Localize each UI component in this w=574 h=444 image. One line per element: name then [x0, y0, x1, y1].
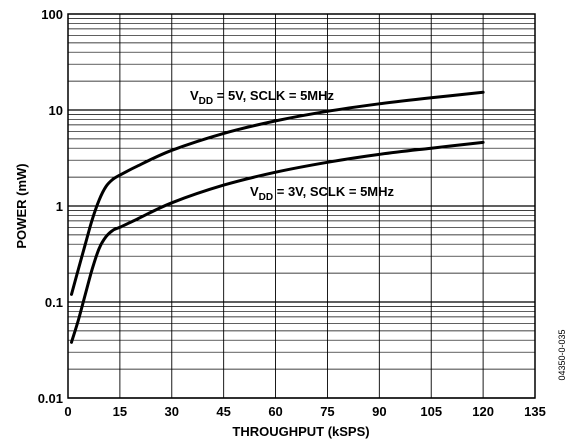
series-label-3v: VDD = 3V, SCLK = 5MHz: [250, 184, 395, 203]
x-tick-label: 105: [420, 404, 442, 419]
series-label-5v: VDD = 5V, SCLK = 5MHz: [190, 88, 335, 107]
y-tick-label: 0.01: [38, 391, 63, 406]
series-lines: [70, 90, 485, 344]
x-tick-label: 120: [472, 404, 494, 419]
x-tick-label: 60: [268, 404, 282, 419]
y-tick-label: 0.1: [45, 295, 63, 310]
y-tick-label: 10: [49, 103, 63, 118]
y-axis-label: POWER (mW): [14, 163, 29, 248]
x-tick-labels: 0 15 30 45 60 75 90 105 120 135: [64, 404, 545, 419]
y-tick-labels: 0.01 0.1 1 10 100: [38, 7, 63, 406]
x-tick-label: 0: [64, 404, 71, 419]
plot-frame: [67, 13, 536, 399]
series-line-1: [70, 140, 485, 344]
x-axis-label: THROUGHPUT (kSPS): [232, 424, 369, 439]
x-tick-label: 90: [372, 404, 386, 419]
x-tick-label: 15: [113, 404, 127, 419]
grid: [67, 14, 536, 399]
x-tick-label: 45: [216, 404, 230, 419]
x-tick-label: 30: [165, 404, 179, 419]
figure-id: 04350-0-035: [557, 329, 567, 380]
series-line-0: [70, 90, 485, 296]
x-tick-label: 75: [320, 404, 334, 419]
x-tick-label: 135: [524, 404, 546, 419]
y-tick-label: 1: [56, 199, 63, 214]
y-tick-label: 100: [41, 7, 63, 22]
